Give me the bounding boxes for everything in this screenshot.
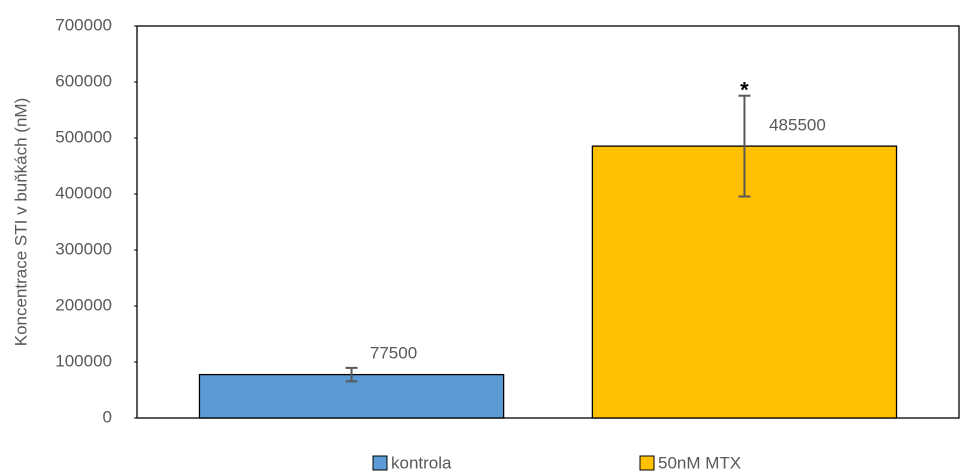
- annotation: *: [740, 78, 749, 103]
- data-label: 485500: [769, 116, 826, 135]
- y-tick-label: 700000: [55, 15, 112, 34]
- y-tick-label: 300000: [55, 239, 112, 258]
- bar: [198, 373, 505, 419]
- data-label: 77500: [370, 343, 417, 362]
- y-axis-title: Koncentrace STI v buňkách (nM): [11, 98, 30, 347]
- y-tick-label: 100000: [55, 351, 112, 370]
- legend-label: 50nM MTX: [658, 453, 741, 472]
- y-tick-label: 0: [103, 407, 112, 426]
- legend-swatch: [372, 455, 388, 471]
- plot-area: [136, 25, 960, 419]
- y-tick-label: 600000: [55, 71, 112, 90]
- y-tick-label: 500000: [55, 127, 112, 146]
- y-tick-label: 200000: [55, 295, 112, 314]
- y-tick-label: 400000: [55, 183, 112, 202]
- legend-swatch: [639, 455, 655, 471]
- legend-label: kontrola: [391, 453, 452, 472]
